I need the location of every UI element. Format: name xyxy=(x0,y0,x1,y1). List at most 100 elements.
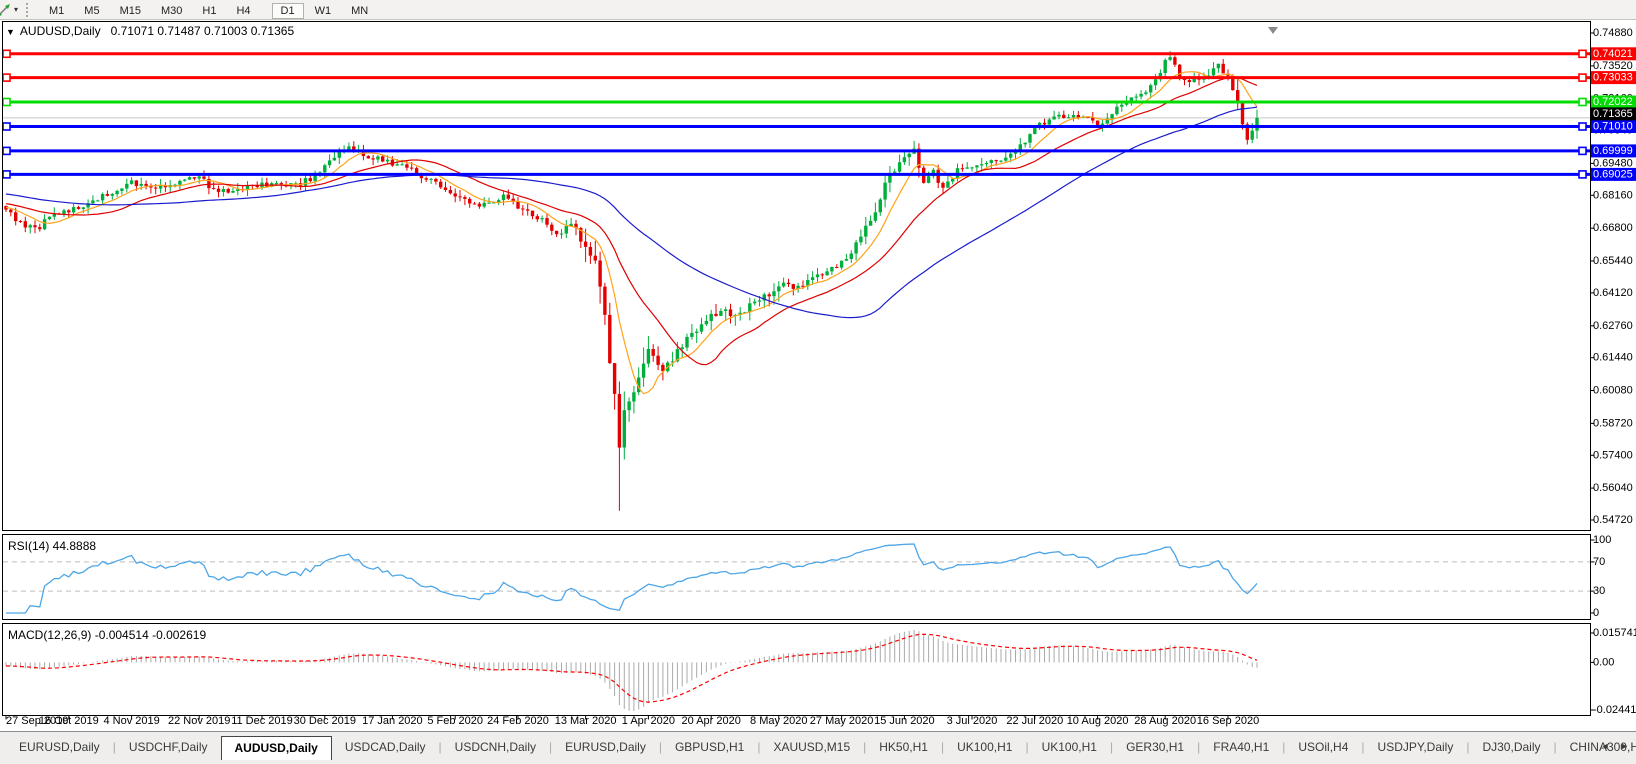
svg-text:0.64120: 0.64120 xyxy=(1593,287,1633,299)
macd-histogram xyxy=(5,630,1258,711)
chart-tab-china300-h1[interactable]: CHINA300,H1 xyxy=(1569,740,1636,754)
timeframe-button-mn[interactable]: MN xyxy=(351,4,369,17)
chart-shift-marker[interactable] xyxy=(1268,27,1278,34)
chart-tab-uk100-h1[interactable]: UK100,H1 xyxy=(957,740,1013,754)
chart-tab-dj30-daily[interactable]: DJ30,Daily xyxy=(1482,740,1541,754)
tab-separator: | xyxy=(112,740,116,754)
chart-context-dropdown-icon[interactable]: ▼ xyxy=(6,27,15,37)
chart-tab-xauusd-m15[interactable]: XAUUSD,M15 xyxy=(773,740,851,754)
tab-separator: | xyxy=(863,740,867,754)
chart-tabs: EURUSD,Daily | USDCHF,Daily AUDUSD,Daily USD… xyxy=(6,736,1636,760)
svg-text:0.61440: 0.61440 xyxy=(1593,352,1633,364)
tab-scroll-right-icon[interactable]: ► xyxy=(1620,741,1633,751)
svg-text:28 Aug 2020: 28 Aug 2020 xyxy=(1134,715,1196,727)
tab-separator: | xyxy=(658,740,662,754)
resistance-line-0.73033[interactable] xyxy=(2,73,1590,82)
cursor-tool-icon[interactable] xyxy=(0,2,12,18)
svg-text:0.62760: 0.62760 xyxy=(1593,320,1633,332)
svg-text:24 Feb 2020: 24 Feb 2020 xyxy=(487,715,549,727)
timeframe-button-h4[interactable]: H4 xyxy=(236,4,251,17)
chart-ohlc-values: 0.71071 0.71487 0.71003 0.71365 xyxy=(110,24,295,38)
toolbar-grip-handle[interactable] xyxy=(26,2,31,17)
rsi-line xyxy=(6,543,1258,614)
chart-tab-bar: EURUSD,Daily | USDCHF,Daily AUDUSD,Daily USD… xyxy=(0,731,1636,764)
svg-text:0.72022: 0.72022 xyxy=(1593,96,1633,108)
svg-text:0: 0 xyxy=(1593,607,1599,619)
timeframe-button-w1[interactable]: W1 xyxy=(314,4,332,17)
timeframe-button-group: M1 M5 M15 M30 H1 H4 D1 W1 MN xyxy=(39,1,388,19)
chart-tab-usdjpy-daily[interactable]: USDJPY,Daily xyxy=(1377,740,1454,754)
chart-tab-eurusd-daily[interactable]: EURUSD,Daily xyxy=(19,740,100,754)
chart-tab-gbpusd-h1[interactable]: GBPUSD,H1 xyxy=(674,740,745,754)
chart-tab-fra40-h1[interactable]: FRA40,H1 xyxy=(1213,740,1270,754)
chart-tab-hk50-h1[interactable]: HK50,H1 xyxy=(879,740,928,754)
rsi-indicator-label: RSI(14) 44.8888 xyxy=(8,539,97,553)
svg-text:0.66800: 0.66800 xyxy=(1593,222,1633,234)
chevron-down-icon[interactable]: ▾ xyxy=(14,5,19,14)
price-badge-0.73033: 0.73033 xyxy=(1591,71,1636,85)
resistance-line-0.74021[interactable] xyxy=(2,49,1590,59)
chart-tab-audusd-daily[interactable]: AUDUSD,Daily xyxy=(220,736,332,760)
tab-separator: | xyxy=(1361,740,1365,754)
tab-separator: | xyxy=(1282,740,1286,754)
support-line-0.71010[interactable] xyxy=(2,122,1590,131)
svg-text:27 Sep 2019: 27 Sep 2019 xyxy=(6,715,68,727)
svg-text:4 Nov 2019: 4 Nov 2019 xyxy=(103,715,159,727)
chart-tab-usoil-h4[interactable]: USOil,H4 xyxy=(1298,740,1349,754)
chart-tab-usdchf-daily[interactable]: USDCHF,Daily xyxy=(128,740,208,754)
svg-text:0.57400: 0.57400 xyxy=(1593,449,1633,461)
price-badge-0.69999: 0.69999 xyxy=(1591,144,1636,158)
chart-canvas[interactable]: 0.748800.735200.721600.708400.694800.681… xyxy=(0,20,1636,731)
support-line-0.69999[interactable] xyxy=(2,146,1590,156)
tab-separator: | xyxy=(1025,740,1029,754)
svg-text:0.69480: 0.69480 xyxy=(1593,157,1633,169)
svg-text:0.73033: 0.73033 xyxy=(1593,72,1633,84)
timeframe-button-m1[interactable]: M1 xyxy=(49,4,65,17)
timeframe-button-d1[interactable]: D1 xyxy=(271,2,304,19)
main-pane-border xyxy=(2,21,1591,531)
svg-text:0.73520: 0.73520 xyxy=(1593,60,1633,72)
chart-tab-usdcad-daily[interactable]: USDCAD,Daily xyxy=(344,740,426,754)
timeframe-button-m5[interactable]: M5 xyxy=(84,4,100,17)
svg-text:8 May 2020: 8 May 2020 xyxy=(750,715,807,727)
support-line-0.69025[interactable] xyxy=(2,170,1590,179)
tab-separator: | xyxy=(549,740,553,754)
svg-text:30: 30 xyxy=(1593,585,1605,597)
macd-pane-border xyxy=(2,623,1591,716)
svg-text:0.68160: 0.68160 xyxy=(1593,189,1633,201)
svg-text:11 Dec 2019: 11 Dec 2019 xyxy=(231,715,293,727)
svg-text:0.71010: 0.71010 xyxy=(1593,121,1633,133)
svg-text:30 Dec 2019: 30 Dec 2019 xyxy=(294,715,356,727)
timeframe-button-m30[interactable]: M30 xyxy=(160,4,183,17)
timeframe-button-m15[interactable]: M15 xyxy=(119,4,141,17)
tab-scroll-left-icon[interactable]: ◄ xyxy=(1600,741,1614,751)
pivot-line-0.72022[interactable] xyxy=(2,97,1590,107)
price-badge-0.74021: 0.74021 xyxy=(1591,47,1636,61)
tab-separator: | xyxy=(940,740,945,754)
svg-text:0.54720: 0.54720 xyxy=(1593,514,1633,526)
svg-text:16 Sep 2020: 16 Sep 2020 xyxy=(1197,715,1259,727)
svg-text:16 Oct 2019: 16 Oct 2019 xyxy=(39,715,99,727)
chart-tab-eurusd-daily[interactable]: EURUSD,Daily xyxy=(565,740,646,754)
timeframe-button-h1[interactable]: H1 xyxy=(202,4,217,17)
svg-text:0.69999: 0.69999 xyxy=(1593,145,1633,157)
chart-tab-usdcnh-daily[interactable]: USDCNH,Daily xyxy=(454,740,537,754)
price-badge-0.71010: 0.71010 xyxy=(1591,120,1636,133)
rsi-axis-labels[interactable]: 100 70 30 0 xyxy=(1590,534,1612,619)
svg-text:0.00: 0.00 xyxy=(1593,656,1614,668)
chart-tab-ger30-h1[interactable]: GER30,H1 xyxy=(1126,740,1185,754)
svg-text:0.74021: 0.74021 xyxy=(1593,48,1633,60)
svg-text:20 Apr 2020: 20 Apr 2020 xyxy=(682,715,741,727)
chart-tab-uk100-h1[interactable]: UK100,H1 xyxy=(1041,740,1097,754)
toolbar: ▾ M1 M5 M15 M30 H1 H4 D1 W1 MN xyxy=(0,0,1636,20)
svg-text:0.71365: 0.71365 xyxy=(1593,108,1633,120)
chart-title: ▼ AUDUSD,Daily 0.71071 0.71487 0.71003 0.7… xyxy=(6,24,294,38)
svg-text:22 Nov 2019: 22 Nov 2019 xyxy=(168,715,230,727)
moving-average-line-55 xyxy=(5,106,1258,319)
moving-average-line-8 xyxy=(5,71,1258,395)
svg-text:0.015741: 0.015741 xyxy=(1593,627,1636,639)
svg-text:3 Jul 2020: 3 Jul 2020 xyxy=(947,715,998,727)
